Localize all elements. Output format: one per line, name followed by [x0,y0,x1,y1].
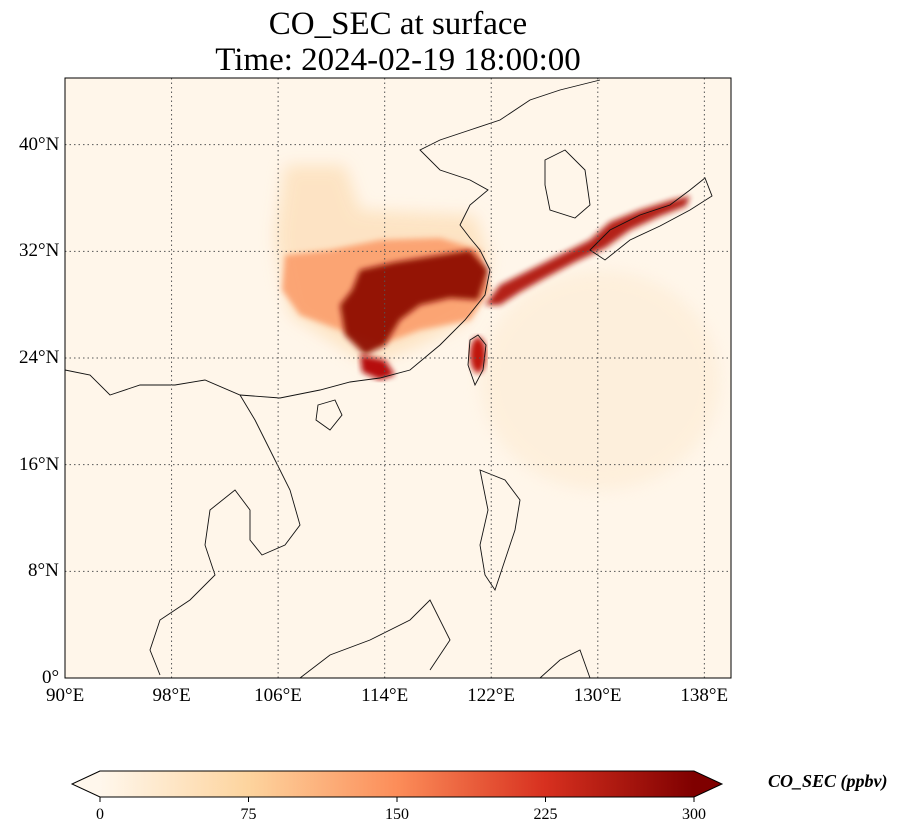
lon-tick-label: 138°E [680,685,729,706]
coast-sulawesi [539,649,591,678]
lon-tick-label: 98°E [152,685,191,706]
coast-indochina [149,394,301,676]
ocean-plume-faint [480,270,720,490]
coast-philippines [479,469,521,592]
lat-tick-label: 8°N [28,560,59,582]
concentration-field [275,165,720,490]
colorbar-tick-label: 225 [533,806,558,823]
coast-japan [589,177,713,261]
coast-korea [544,149,591,219]
coast-borneo [299,599,451,678]
colorbar-extend-max [694,771,722,797]
lat-tick-label: 0° [42,667,60,688]
colorbar-tick-label: 150 [385,806,409,823]
colorbar-extend-min [72,771,100,797]
colorbar [70,770,724,802]
lon-tick-label: 114°E [361,685,409,706]
coast-taiwan [467,334,487,387]
map-title: CO_SEC at surface [268,6,528,42]
colorbar-tick-label: 0 [96,806,104,823]
gridlines [65,78,731,678]
plume-dark-core [340,250,488,355]
plume-taiwan [470,337,486,373]
coast-mainland-china [65,79,601,399]
lat-tick-label: 16°N [19,453,60,475]
lon-tick-label: 122°E [467,685,515,706]
coast-hainan [315,399,343,431]
lon-tick-label: 130°E [573,685,622,706]
lat-tick-label: 32°N [19,240,60,262]
map-time-subtitle: Time: 2024-02-19 18:00:00 [215,42,581,78]
colorbar-tick-label: 300 [682,806,706,823]
colorbar-label: CO_SEC (ppbv) [768,771,888,791]
lat-tick-label: 40°N [19,133,60,155]
lon-tick-label: 90°E [46,685,85,706]
colorbar-gradient [100,771,694,797]
plume-transport-band [485,196,690,305]
lon-tick-label: 106°E [254,685,302,706]
colorbar-tick-marks [99,797,695,802]
lat-tick-label: 24°N [19,347,60,368]
plume-coast-south [360,355,395,380]
coastlines [65,79,713,678]
map-frame [64,77,732,679]
colorbar-tick-label: 75 [240,806,257,823]
